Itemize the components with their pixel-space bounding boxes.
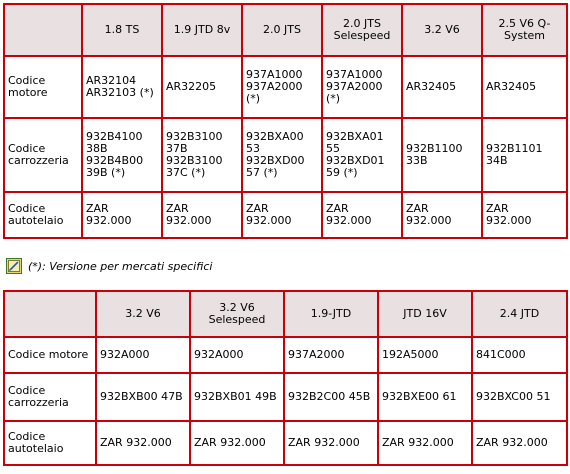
footnote: (*): Versione per mercati specifici	[6, 256, 212, 276]
table-cell: 192A5000	[379, 338, 473, 374]
table-cell: ZAR 932.000	[243, 193, 323, 239]
corner-cell	[3, 290, 97, 338]
table-cell: 937A1000 937A2000 (*)	[323, 57, 403, 119]
column-header: 3.2 V6	[97, 290, 191, 338]
column-header: 2.4 JTD	[473, 290, 568, 338]
table-row: Codice autotelaio ZAR 932.000 ZAR 932.00…	[3, 193, 568, 239]
table-cell: AR32405	[403, 57, 483, 119]
row-header: Codice carrozzeria	[3, 374, 97, 422]
footnote-text: (*): Versione per mercati specifici	[28, 259, 213, 273]
table-row: Codice autotelaio ZAR 932.000 ZAR 932.00…	[3, 422, 568, 466]
table-header-row: 1.8 TS 1.9 JTD 8v 2.0 JTS 2.0 JTS Selesp…	[3, 3, 568, 57]
table-row: Codice motore AR32104 AR32103 (*) AR3220…	[3, 57, 568, 119]
table-cell: ZAR 932.000	[473, 422, 568, 466]
table-cell: ZAR 932.000	[403, 193, 483, 239]
table-cell: 932A000	[97, 338, 191, 374]
table-cell: ZAR 932.000	[285, 422, 379, 466]
engine-codes-table-2: 3.2 V6 3.2 V6 Selespeed 1.9-JTD JTD 16V …	[3, 290, 568, 466]
row-header: Codice motore	[3, 57, 83, 119]
column-header: 3.2 V6	[403, 3, 483, 57]
column-header: 2.0 JTS Selespeed	[323, 3, 403, 57]
table-cell: AR32405	[483, 57, 568, 119]
column-header: JTD 16V	[379, 290, 473, 338]
table-cell: 932BXE00 61	[379, 374, 473, 422]
table-cell: 932BXB01 49B	[191, 374, 285, 422]
table-cell: 932BXA01 55 932BXD01 59 (*)	[323, 119, 403, 193]
table-cell: 932BXB00 47B	[97, 374, 191, 422]
table-cell: ZAR 932.000	[323, 193, 403, 239]
table-cell: ZAR 932.000	[163, 193, 243, 239]
row-header: Codice carrozzeria	[3, 119, 83, 193]
table-cell: ZAR 932.000	[191, 422, 285, 466]
row-header: Codice autotelaio	[3, 193, 83, 239]
table-cell: 841C000	[473, 338, 568, 374]
table-cell: 932B1101 34B	[483, 119, 568, 193]
table-cell: ZAR 932.000	[483, 193, 568, 239]
table-cell: AR32104 AR32103 (*)	[83, 57, 163, 119]
column-header: 1.9-JTD	[285, 290, 379, 338]
table-row: Codice carrozzeria 932BXB00 47B 932BXB01…	[3, 374, 568, 422]
column-header: 1.9 JTD 8v	[163, 3, 243, 57]
table-row: Codice carrozzeria 932B4100 38B 932B4B00…	[3, 119, 568, 193]
table-cell: 932B2C00 45B	[285, 374, 379, 422]
row-header: Codice autotelaio	[3, 422, 97, 466]
table-cell: 937A1000 937A2000 (*)	[243, 57, 323, 119]
table-cell: 932B4100 38B 932B4B00 39B (*)	[83, 119, 163, 193]
column-header: 2.0 JTS	[243, 3, 323, 57]
table-cell: 932BXA00 53 932BXD00 57 (*)	[243, 119, 323, 193]
table-row: Codice motore 932A000 932A000 937A2000 1…	[3, 338, 568, 374]
table-cell: ZAR 932.000	[379, 422, 473, 466]
table-cell: 932BXC00 51	[473, 374, 568, 422]
table-cell: ZAR 932.000	[83, 193, 163, 239]
column-header: 3.2 V6 Selespeed	[191, 290, 285, 338]
column-header: 1.8 TS	[83, 3, 163, 57]
engine-codes-table-1: 1.8 TS 1.9 JTD 8v 2.0 JTS 2.0 JTS Selesp…	[3, 3, 568, 239]
table-cell: ZAR 932.000	[97, 422, 191, 466]
table-header-row: 3.2 V6 3.2 V6 Selespeed 1.9-JTD JTD 16V …	[3, 290, 568, 338]
corner-cell	[3, 3, 83, 57]
table-cell: 932B3100 37B 932B3100 37C (*)	[163, 119, 243, 193]
table-cell: AR32205	[163, 57, 243, 119]
table-cell: 932B1100 33B	[403, 119, 483, 193]
row-header: Codice motore	[3, 338, 97, 374]
notepad-icon	[6, 258, 22, 274]
table-cell: 932A000	[191, 338, 285, 374]
column-header: 2.5 V6 Q- System	[483, 3, 568, 57]
table-cell: 937A2000	[285, 338, 379, 374]
